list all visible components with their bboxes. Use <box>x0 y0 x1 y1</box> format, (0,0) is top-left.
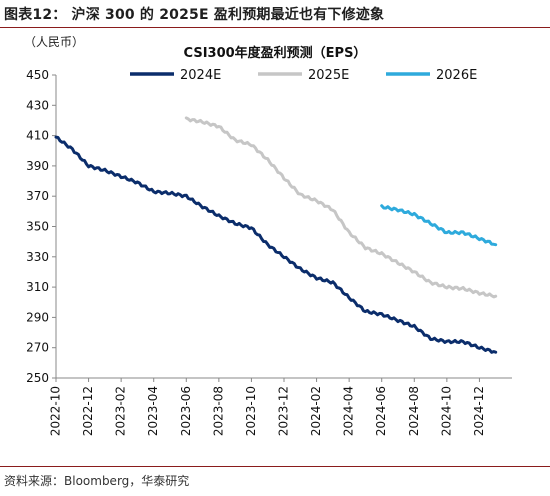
axes: 250 270 290 310 330 350 370 390 410 430 450 2022-10… <box>26 68 512 436</box>
x-tick-label: 2024-08 <box>407 386 421 436</box>
y-tick-label: 390 <box>26 159 49 173</box>
legend-label-2024E: 2024E <box>180 68 221 83</box>
y-tick-label: 290 <box>26 310 49 324</box>
x-tick-label: 2023-04 <box>146 386 160 436</box>
y-tick-label: 450 <box>26 68 49 82</box>
y-tick-label: 350 <box>26 220 49 234</box>
y-tick-label: 270 <box>26 341 49 355</box>
y-tick-label: 310 <box>26 280 49 294</box>
x-tick-label: 2022-10 <box>49 386 63 436</box>
x-tick-label: 2024-02 <box>309 386 323 436</box>
series-line-2026E <box>380 204 498 247</box>
x-tick-label: 2024-12 <box>472 386 486 436</box>
legend-label-2025E: 2025E <box>308 68 349 83</box>
x-tick-label: 2024-06 <box>374 386 388 436</box>
y-unit-label: （人民币） <box>24 35 85 49</box>
x-tick-label: 2023-06 <box>179 386 193 436</box>
legend: 2024E 2025E 2026E <box>130 68 477 83</box>
source-note: 资料来源：Bloomberg，华泰研究 <box>4 474 190 488</box>
x-tick-label: 2023-02 <box>114 386 128 436</box>
series-line-2025E <box>184 116 498 299</box>
y-tick-label: 370 <box>26 189 49 203</box>
series-line-2024E <box>54 135 498 354</box>
x-tick-label: 2023-08 <box>211 386 225 436</box>
x-tick-label: 2023-10 <box>244 386 258 436</box>
eps-line-chart: 2024E 2025E 2026E 250 270 290 310 330 350 370 390… <box>26 68 512 436</box>
title-rule <box>0 27 550 28</box>
x-tick-label: 2023-12 <box>277 386 291 436</box>
chart-title: CSI300年度盈利预测（EPS） <box>183 46 367 61</box>
y-tick-label: 410 <box>26 129 49 143</box>
y-tick-label: 330 <box>26 250 49 264</box>
legend-label-2026E: 2026E <box>436 68 477 83</box>
series-lines <box>54 116 498 354</box>
x-tick-label: 2024-04 <box>342 386 356 436</box>
source-rule <box>0 466 550 467</box>
y-tick-label: 430 <box>26 98 49 112</box>
x-tick-label: 2022-12 <box>81 386 95 436</box>
figure-title: 图表12： 沪深 300 的 2025E 盈利预期最近也有下修迹象 <box>4 7 385 23</box>
x-tick-label: 2024-10 <box>439 386 453 436</box>
y-tick-label: 250 <box>26 371 49 385</box>
